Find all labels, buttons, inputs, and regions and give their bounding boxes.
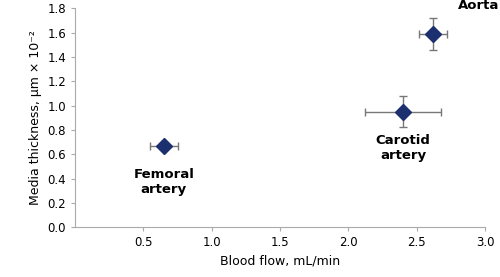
Text: Carotid
artery: Carotid artery (376, 134, 430, 161)
Text: Femoral
artery: Femoral artery (134, 168, 194, 196)
Text: Aorta: Aorta (458, 0, 499, 12)
X-axis label: Blood flow, mL/min: Blood flow, mL/min (220, 255, 340, 268)
Y-axis label: Media thickness, μm × 10⁻²: Media thickness, μm × 10⁻² (28, 30, 42, 205)
